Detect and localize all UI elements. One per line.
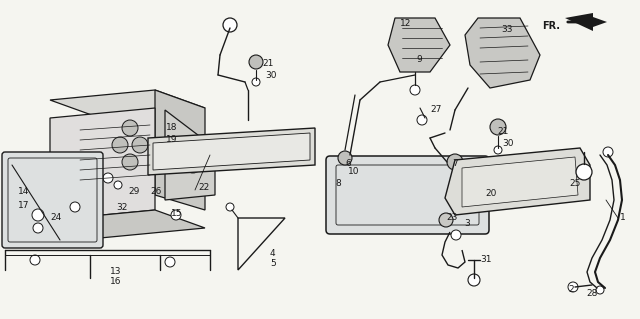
Text: 4: 4 [270, 249, 276, 257]
Polygon shape [465, 18, 540, 88]
Circle shape [114, 181, 122, 189]
Text: 13: 13 [110, 266, 122, 276]
Text: 29: 29 [128, 188, 140, 197]
Text: 27: 27 [430, 106, 442, 115]
Text: 16: 16 [110, 278, 122, 286]
Circle shape [122, 154, 138, 170]
Text: 12: 12 [400, 19, 412, 27]
Circle shape [32, 209, 44, 221]
Text: 21: 21 [262, 58, 273, 68]
Circle shape [70, 202, 80, 212]
Circle shape [410, 85, 420, 95]
Text: 22: 22 [198, 183, 209, 192]
Text: 30: 30 [502, 138, 513, 147]
Polygon shape [155, 90, 205, 210]
Circle shape [447, 154, 463, 170]
Polygon shape [445, 148, 590, 215]
Text: 2: 2 [568, 286, 573, 294]
Polygon shape [50, 108, 155, 220]
Text: 10: 10 [348, 167, 360, 175]
Polygon shape [148, 128, 315, 175]
Polygon shape [165, 110, 215, 200]
Polygon shape [153, 133, 310, 170]
Text: 30: 30 [265, 70, 276, 79]
Circle shape [576, 164, 592, 180]
Polygon shape [462, 157, 578, 207]
Text: 20: 20 [485, 189, 497, 197]
Circle shape [451, 230, 461, 240]
FancyBboxPatch shape [2, 152, 103, 248]
Circle shape [252, 78, 260, 86]
Circle shape [223, 18, 237, 32]
Text: 15: 15 [171, 209, 182, 218]
Text: 6: 6 [345, 159, 351, 167]
Circle shape [568, 282, 578, 292]
Circle shape [596, 286, 604, 294]
Text: 5: 5 [270, 258, 276, 268]
Circle shape [439, 213, 453, 227]
Text: 7: 7 [452, 159, 458, 167]
Text: 3: 3 [464, 219, 470, 228]
Circle shape [603, 147, 613, 157]
Text: 1: 1 [620, 213, 626, 222]
Polygon shape [388, 18, 450, 72]
Circle shape [103, 173, 113, 183]
Text: 25: 25 [569, 179, 580, 188]
Circle shape [468, 274, 480, 286]
Text: 18: 18 [166, 123, 177, 132]
Text: 26: 26 [150, 188, 161, 197]
Polygon shape [50, 210, 205, 238]
Text: 32: 32 [116, 203, 127, 211]
Text: 28: 28 [586, 288, 597, 298]
Circle shape [185, 157, 201, 173]
Text: 19: 19 [166, 135, 177, 144]
Circle shape [112, 137, 128, 153]
Polygon shape [50, 90, 205, 118]
Text: 8: 8 [335, 179, 340, 188]
Text: FR.: FR. [542, 21, 560, 31]
Text: 33: 33 [501, 26, 513, 34]
Circle shape [490, 119, 506, 135]
Circle shape [30, 255, 40, 265]
Text: 14: 14 [18, 188, 29, 197]
Circle shape [226, 203, 234, 211]
Text: 23: 23 [446, 213, 458, 222]
Circle shape [132, 137, 148, 153]
Text: 9: 9 [416, 56, 422, 64]
Circle shape [338, 151, 352, 165]
Circle shape [122, 120, 138, 136]
Circle shape [33, 223, 43, 233]
Circle shape [417, 115, 427, 125]
Text: 17: 17 [18, 201, 29, 210]
Polygon shape [565, 13, 607, 31]
Circle shape [171, 210, 181, 220]
Text: 21: 21 [497, 127, 508, 136]
Text: 31: 31 [480, 256, 492, 264]
Circle shape [494, 146, 502, 154]
Circle shape [165, 257, 175, 267]
Text: 24: 24 [50, 213, 61, 222]
Circle shape [249, 55, 263, 69]
FancyBboxPatch shape [326, 156, 489, 234]
